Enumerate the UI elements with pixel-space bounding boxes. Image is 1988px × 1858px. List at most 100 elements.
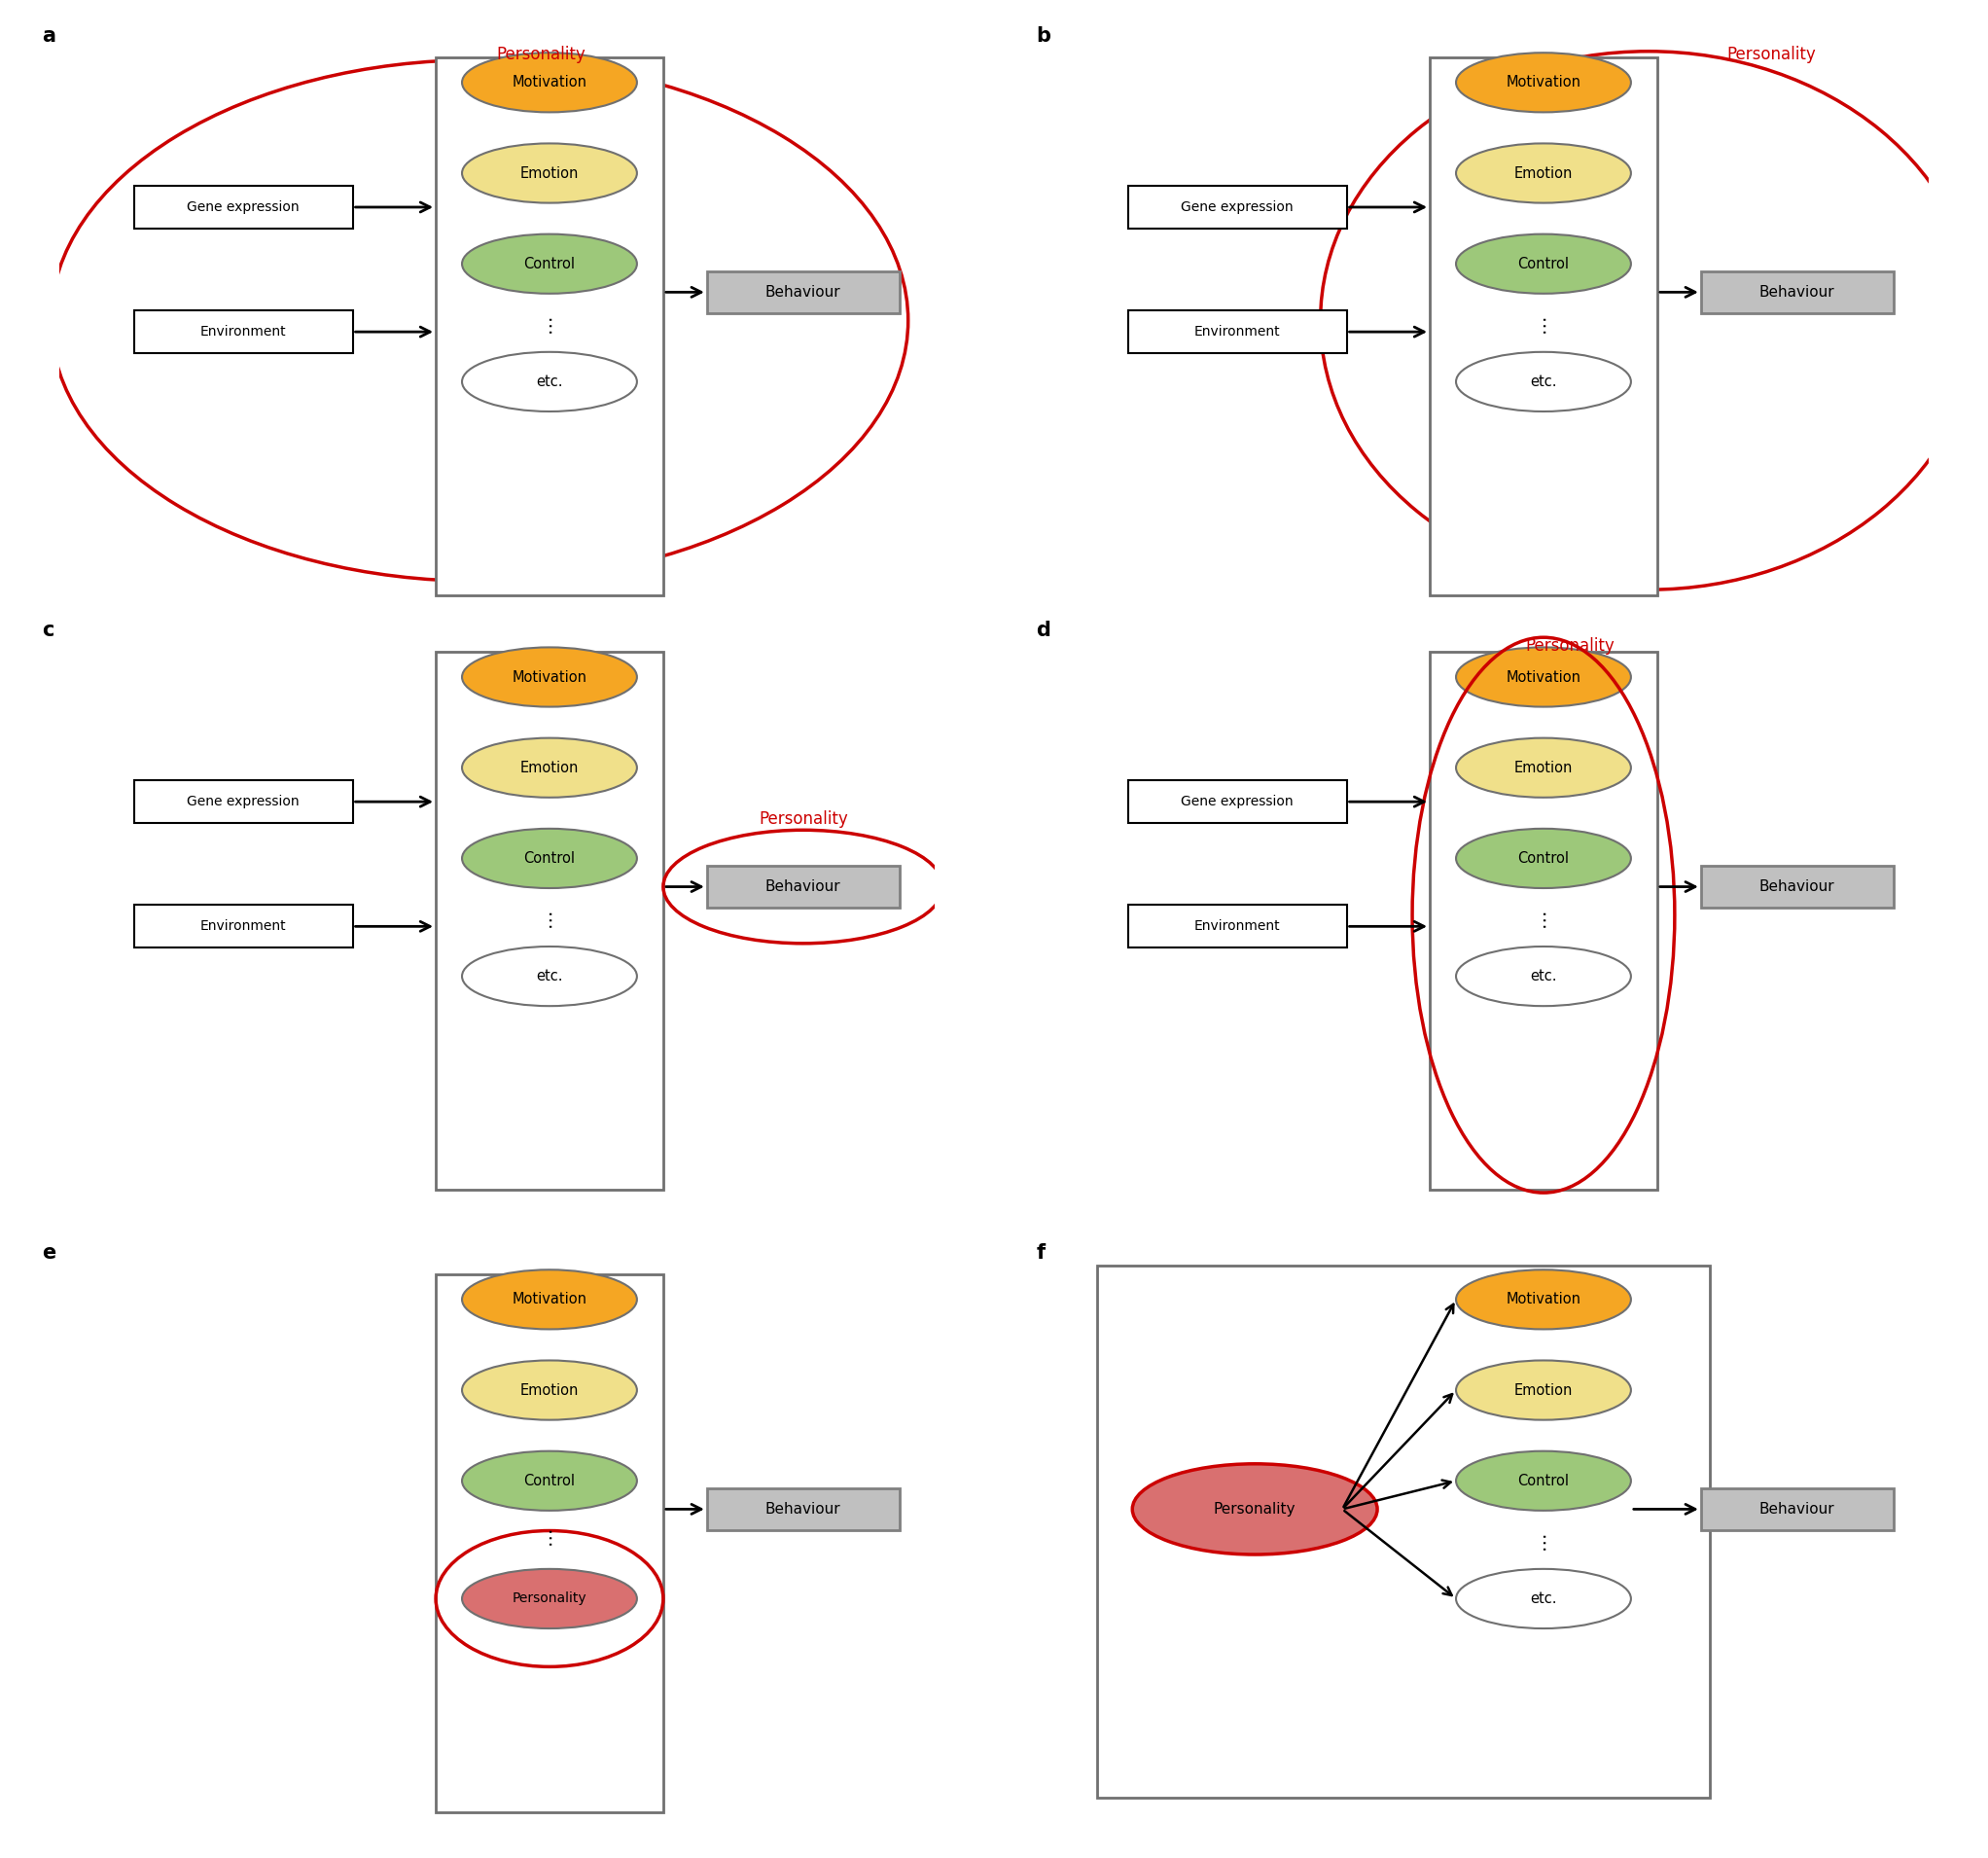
FancyBboxPatch shape	[1702, 271, 1893, 314]
Text: Personality: Personality	[513, 1592, 586, 1605]
Text: ⋯: ⋯	[1535, 909, 1553, 927]
Text: Control: Control	[1517, 256, 1569, 271]
Text: etc.: etc.	[537, 375, 563, 388]
Text: e: e	[42, 1243, 56, 1262]
Ellipse shape	[1455, 52, 1630, 111]
Text: Emotion: Emotion	[521, 1382, 579, 1397]
Text: ⋯: ⋯	[1535, 1531, 1553, 1550]
Text: Motivation: Motivation	[513, 1291, 586, 1306]
Text: Behaviour: Behaviour	[765, 284, 841, 299]
Text: ⋯: ⋯	[541, 314, 559, 333]
Text: Personality: Personality	[1215, 1501, 1296, 1516]
FancyBboxPatch shape	[435, 652, 664, 1189]
Ellipse shape	[1455, 829, 1630, 888]
FancyBboxPatch shape	[1127, 186, 1346, 229]
Text: Control: Control	[1517, 851, 1569, 866]
Text: Gene expression: Gene expression	[1181, 201, 1294, 214]
Ellipse shape	[1455, 351, 1630, 411]
Text: Gene expression: Gene expression	[1181, 795, 1294, 808]
Ellipse shape	[1455, 234, 1630, 294]
FancyBboxPatch shape	[133, 310, 352, 353]
Ellipse shape	[461, 52, 636, 111]
Text: Control: Control	[523, 1473, 575, 1488]
Text: Emotion: Emotion	[1515, 165, 1573, 180]
FancyBboxPatch shape	[708, 271, 899, 314]
Text: Motivation: Motivation	[1507, 1291, 1580, 1306]
Text: Personality: Personality	[1525, 637, 1614, 654]
Ellipse shape	[461, 647, 636, 706]
Ellipse shape	[461, 143, 636, 203]
Text: Motivation: Motivation	[513, 669, 586, 684]
FancyBboxPatch shape	[133, 780, 352, 823]
Ellipse shape	[461, 1568, 636, 1628]
Ellipse shape	[1133, 1464, 1378, 1555]
Ellipse shape	[461, 738, 636, 797]
Ellipse shape	[1455, 1360, 1630, 1420]
Ellipse shape	[1455, 647, 1630, 706]
Ellipse shape	[1455, 946, 1630, 1005]
Text: Environment: Environment	[1195, 325, 1280, 338]
Text: etc.: etc.	[1531, 970, 1557, 983]
Ellipse shape	[1455, 143, 1630, 203]
Text: Environment: Environment	[201, 325, 286, 338]
Text: Motivation: Motivation	[1507, 74, 1580, 89]
Ellipse shape	[461, 829, 636, 888]
Text: b: b	[1036, 26, 1052, 45]
Text: etc.: etc.	[1531, 375, 1557, 388]
FancyBboxPatch shape	[1702, 866, 1893, 909]
Text: Motivation: Motivation	[513, 74, 586, 89]
Text: Behaviour: Behaviour	[1759, 879, 1835, 894]
Text: Gene expression: Gene expression	[187, 795, 300, 808]
FancyBboxPatch shape	[435, 1275, 664, 1812]
Text: Personality: Personality	[497, 45, 584, 63]
FancyBboxPatch shape	[1429, 652, 1658, 1189]
Text: Control: Control	[1517, 1473, 1569, 1488]
Ellipse shape	[1455, 1451, 1630, 1511]
Text: Control: Control	[523, 256, 575, 271]
Ellipse shape	[461, 1360, 636, 1420]
Text: ⋯: ⋯	[1535, 314, 1553, 333]
FancyBboxPatch shape	[1127, 780, 1346, 823]
Text: Personality: Personality	[759, 810, 847, 827]
Text: ⋯: ⋯	[541, 1525, 559, 1544]
Text: Behaviour: Behaviour	[765, 879, 841, 894]
Text: Behaviour: Behaviour	[1759, 1501, 1835, 1516]
FancyBboxPatch shape	[1097, 1265, 1710, 1799]
Text: Behaviour: Behaviour	[1759, 284, 1835, 299]
Text: Environment: Environment	[201, 920, 286, 933]
Text: ⋯: ⋯	[541, 909, 559, 927]
Text: c: c	[42, 621, 54, 639]
FancyBboxPatch shape	[1127, 905, 1346, 948]
FancyBboxPatch shape	[435, 58, 664, 595]
Ellipse shape	[461, 1451, 636, 1511]
FancyBboxPatch shape	[133, 905, 352, 948]
Ellipse shape	[461, 1269, 636, 1328]
FancyBboxPatch shape	[708, 1488, 899, 1531]
Text: Environment: Environment	[1195, 920, 1280, 933]
Text: Emotion: Emotion	[521, 165, 579, 180]
Text: etc.: etc.	[1531, 1592, 1557, 1605]
Text: Gene expression: Gene expression	[187, 201, 300, 214]
FancyBboxPatch shape	[1127, 310, 1346, 353]
Ellipse shape	[1455, 1568, 1630, 1628]
Text: etc.: etc.	[537, 970, 563, 983]
FancyBboxPatch shape	[1702, 1488, 1893, 1531]
Text: Control: Control	[523, 851, 575, 866]
FancyBboxPatch shape	[1429, 58, 1658, 595]
Ellipse shape	[461, 234, 636, 294]
Ellipse shape	[1455, 738, 1630, 797]
Text: Behaviour: Behaviour	[765, 1501, 841, 1516]
Ellipse shape	[1455, 1269, 1630, 1328]
Text: Emotion: Emotion	[521, 760, 579, 775]
Text: f: f	[1036, 1243, 1046, 1262]
Text: d: d	[1036, 621, 1050, 639]
FancyBboxPatch shape	[708, 866, 899, 909]
Text: Personality: Personality	[1726, 45, 1815, 63]
Text: Motivation: Motivation	[1507, 669, 1580, 684]
Text: a: a	[42, 26, 56, 45]
Text: Emotion: Emotion	[1515, 1382, 1573, 1397]
Text: Emotion: Emotion	[1515, 760, 1573, 775]
Ellipse shape	[461, 946, 636, 1005]
Ellipse shape	[461, 351, 636, 411]
FancyBboxPatch shape	[133, 186, 352, 229]
